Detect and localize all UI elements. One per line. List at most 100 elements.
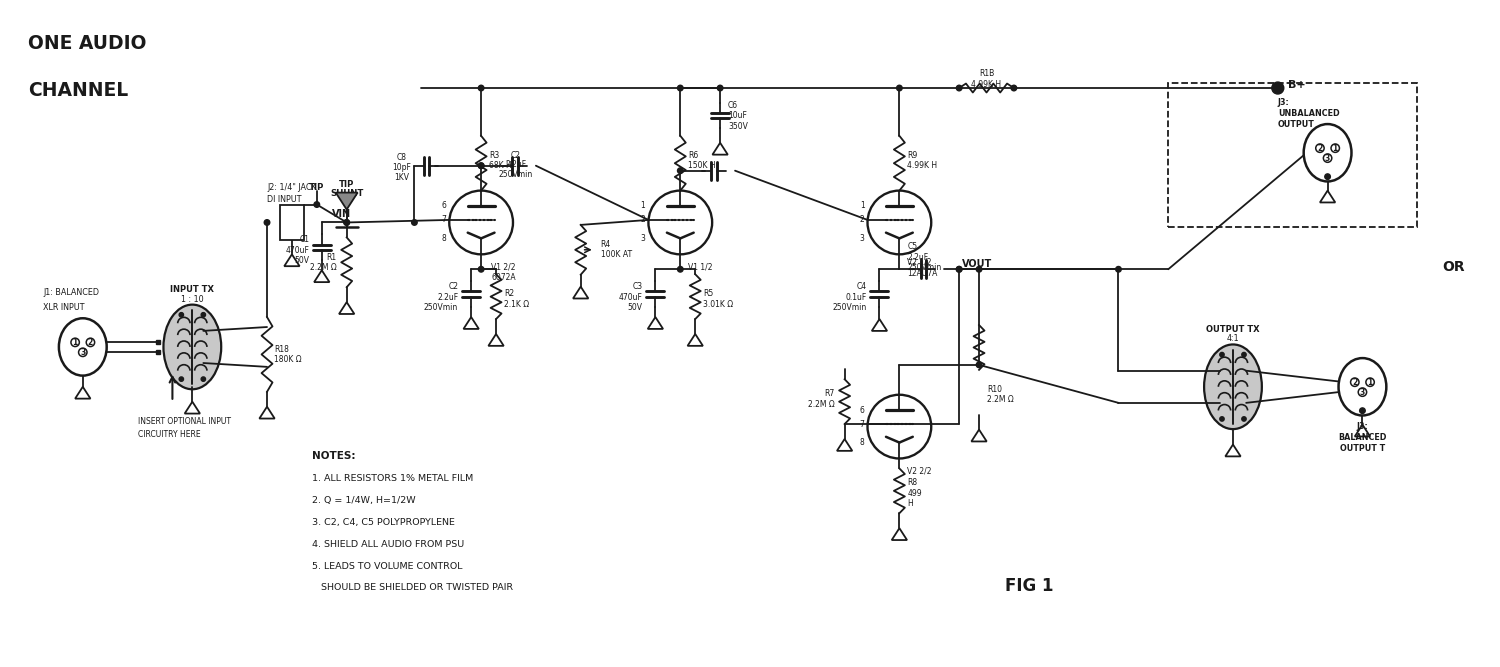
Circle shape bbox=[1272, 82, 1284, 94]
Text: J3:: J3: bbox=[1356, 422, 1368, 431]
Text: OUTPUT TX: OUTPUT TX bbox=[1206, 325, 1260, 334]
Text: 2: 2 bbox=[1352, 378, 1358, 387]
Circle shape bbox=[478, 163, 484, 169]
Text: V2 2/2: V2 2/2 bbox=[908, 467, 932, 476]
Text: R3
68K H: R3 68K H bbox=[489, 151, 512, 171]
Circle shape bbox=[478, 163, 484, 169]
Circle shape bbox=[411, 219, 417, 225]
Circle shape bbox=[1220, 352, 1224, 357]
Text: SHUNT: SHUNT bbox=[330, 189, 363, 198]
Text: 1: 1 bbox=[640, 201, 645, 210]
Text: OR: OR bbox=[1442, 260, 1464, 274]
Circle shape bbox=[717, 85, 723, 91]
Text: 3: 3 bbox=[1324, 153, 1330, 163]
Text: R9
4.99K H: R9 4.99K H bbox=[908, 151, 938, 171]
Text: 4.99K H: 4.99K H bbox=[972, 79, 1002, 89]
Text: 3: 3 bbox=[859, 234, 864, 243]
Text: 7: 7 bbox=[859, 420, 864, 429]
Circle shape bbox=[344, 219, 350, 225]
Text: XLR INPUT: XLR INPUT bbox=[44, 303, 84, 311]
Text: R18
180K Ω: R18 180K Ω bbox=[274, 345, 302, 364]
Text: 3: 3 bbox=[80, 348, 86, 357]
Text: 1KV: 1KV bbox=[394, 173, 410, 182]
Text: 8: 8 bbox=[859, 438, 864, 447]
Text: R1
2.2M Ω: R1 2.2M Ω bbox=[310, 253, 336, 272]
Text: INSERT OPTIONAL INPUT: INSERT OPTIONAL INPUT bbox=[138, 417, 231, 426]
Text: OUTPUT T: OUTPUT T bbox=[1340, 444, 1384, 453]
Text: R7
2.2M Ω: R7 2.2M Ω bbox=[808, 390, 834, 409]
Bar bbox=[156, 340, 160, 344]
Circle shape bbox=[1011, 85, 1017, 91]
Ellipse shape bbox=[1204, 344, 1262, 429]
Circle shape bbox=[264, 219, 270, 225]
Text: C2
2.2uF
250Vmin: C2 2.2uF 250Vmin bbox=[424, 282, 458, 312]
Text: CHANNEL: CHANNEL bbox=[28, 81, 129, 99]
Text: 7: 7 bbox=[441, 215, 447, 224]
Text: R1B: R1B bbox=[980, 69, 994, 77]
Ellipse shape bbox=[58, 318, 106, 376]
Text: OUTPUT: OUTPUT bbox=[1278, 120, 1314, 129]
Ellipse shape bbox=[1338, 358, 1386, 416]
Text: TIP: TIP bbox=[339, 180, 354, 189]
Text: 1: 1 bbox=[1332, 143, 1338, 153]
Circle shape bbox=[957, 267, 962, 272]
Text: BALANCED: BALANCED bbox=[1338, 433, 1386, 442]
Text: 1: 1 bbox=[859, 201, 864, 210]
Circle shape bbox=[314, 201, 320, 207]
Polygon shape bbox=[336, 193, 357, 209]
Text: 1. ALL RESISTORS 1% METAL FILM: 1. ALL RESISTORS 1% METAL FILM bbox=[312, 474, 472, 483]
Circle shape bbox=[178, 377, 183, 382]
Circle shape bbox=[478, 267, 484, 272]
Text: R4
100K AT: R4 100K AT bbox=[600, 240, 632, 259]
Text: SHOULD BE SHIELDED OR TWISTED PAIR: SHOULD BE SHIELDED OR TWISTED PAIR bbox=[312, 584, 513, 592]
Text: R10
2.2M Ω: R10 2.2M Ω bbox=[987, 385, 1014, 404]
Text: CIRCUITRY HERE: CIRCUITRY HERE bbox=[138, 430, 200, 439]
Circle shape bbox=[478, 85, 484, 91]
Circle shape bbox=[1116, 267, 1120, 272]
Text: UNBALANCED: UNBALANCED bbox=[1278, 109, 1340, 119]
Circle shape bbox=[201, 313, 206, 317]
Text: 6: 6 bbox=[859, 406, 864, 414]
Bar bbox=[280, 205, 304, 240]
Text: 4. SHIELD ALL AUDIO FROM PSU: 4. SHIELD ALL AUDIO FROM PSU bbox=[312, 540, 464, 549]
Text: R6
150K H: R6 150K H bbox=[688, 151, 715, 171]
Circle shape bbox=[678, 267, 682, 272]
Text: R2
2.1K Ω: R2 2.1K Ω bbox=[504, 289, 530, 309]
Text: 1 : 10: 1 : 10 bbox=[182, 295, 204, 303]
Text: 2: 2 bbox=[859, 215, 864, 224]
Text: R5
3.01K Ω: R5 3.01K Ω bbox=[704, 289, 734, 309]
Text: TIP: TIP bbox=[309, 183, 324, 192]
Text: C4
0.1uF
250Vmin: C4 0.1uF 250Vmin bbox=[833, 282, 867, 312]
Text: VOUT: VOUT bbox=[962, 259, 993, 269]
Text: C2: C2 bbox=[512, 151, 520, 160]
Ellipse shape bbox=[164, 305, 220, 390]
Text: B+: B+ bbox=[1288, 80, 1305, 90]
Text: J1: BALANCED: J1: BALANCED bbox=[44, 287, 99, 297]
Text: 6: 6 bbox=[441, 201, 447, 210]
Circle shape bbox=[957, 267, 962, 272]
Text: J3:: J3: bbox=[1278, 99, 1290, 107]
Text: V2 1/2: V2 1/2 bbox=[908, 258, 932, 267]
Text: V1 1/2: V1 1/2 bbox=[688, 263, 712, 271]
Text: C6
10uF
350V: C6 10uF 350V bbox=[728, 101, 748, 131]
Text: 8: 8 bbox=[441, 234, 447, 243]
Text: 12AU7A: 12AU7A bbox=[908, 269, 938, 277]
Text: 250Vmin: 250Vmin bbox=[500, 170, 532, 179]
Text: 5. LEADS TO VOLUME CONTROL: 5. LEADS TO VOLUME CONTROL bbox=[312, 562, 462, 570]
Text: V1 2/2: V1 2/2 bbox=[490, 263, 516, 271]
Circle shape bbox=[678, 85, 682, 91]
Text: 6072A: 6072A bbox=[490, 273, 516, 281]
Text: C3
470uF
50V: C3 470uF 50V bbox=[618, 282, 642, 312]
Text: C5
2.2uF
250Vmin: C5 2.2uF 250Vmin bbox=[908, 242, 942, 272]
Text: VIN: VIN bbox=[332, 209, 351, 219]
Circle shape bbox=[178, 313, 183, 317]
Circle shape bbox=[1359, 408, 1365, 414]
Text: INPUT TX: INPUT TX bbox=[171, 285, 214, 293]
Text: C1
470uF
50V: C1 470uF 50V bbox=[286, 235, 310, 265]
Text: 2: 2 bbox=[640, 215, 645, 224]
Bar bbox=[156, 350, 160, 354]
Text: 3. C2, C4, C5 POLYPROPYLENE: 3. C2, C4, C5 POLYPROPYLENE bbox=[312, 518, 454, 527]
Text: 1: 1 bbox=[1368, 378, 1372, 387]
Text: ONE AUDIO: ONE AUDIO bbox=[28, 34, 147, 53]
Text: 4:1: 4:1 bbox=[1227, 334, 1239, 344]
